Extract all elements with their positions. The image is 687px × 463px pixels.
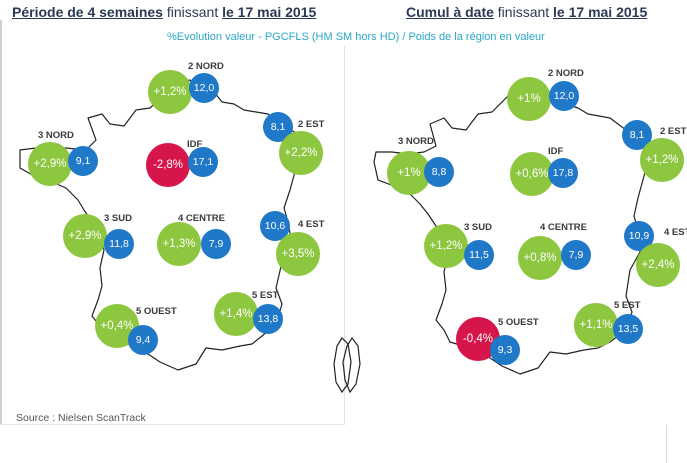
right-4-est-evolution: +2,4% <box>636 243 680 287</box>
right-title-period: Cumul à date <box>406 4 494 20</box>
left-label-5-est: 5 EST <box>252 290 279 301</box>
left-label-2-nord: 2 NORD <box>188 61 224 72</box>
left-label-4-est: 4 EST <box>298 219 325 230</box>
right-panel-title: Cumul à date finissant le 17 mai 2015 <box>406 4 647 20</box>
right-5-est-weight: 13,5 <box>613 314 643 344</box>
right-5-est-evolution: +1,1% <box>574 303 618 347</box>
left-5-est-evolution: +1,4% <box>214 292 258 336</box>
right-3-sud-weight: 11,5 <box>464 240 494 270</box>
left-3-nord-evolution: +2,9% <box>28 142 72 186</box>
right-label-2-nord: 2 NORD <box>548 68 584 79</box>
left-3-sud-weight: 11,8 <box>104 229 134 259</box>
right-4-centre-evolution: +0,8% <box>518 236 562 280</box>
right-label-5-ouest: 5 OUEST <box>498 317 539 328</box>
left-2-est-evolution: +2,2% <box>279 131 323 175</box>
right-label-idf: IDF <box>548 146 564 157</box>
right-2-nord-evolution: +1% <box>507 77 551 121</box>
left-5-est-weight: 13,8 <box>253 304 283 334</box>
right-label-2-est: 2 EST <box>660 126 687 137</box>
corsica-left <box>333 337 352 394</box>
panel-divider <box>344 46 345 424</box>
left-idf-evolution: -2,8% <box>146 143 190 187</box>
left-4-centre-weight: 7,9 <box>201 229 231 259</box>
right-label-4-centre: 4 CENTRE <box>540 222 587 233</box>
left-3-nord-weight: 9,1 <box>68 146 98 176</box>
left-3-sud-evolution: +2,9% <box>63 214 107 258</box>
right-label-3-nord: 3 NORD <box>398 136 434 147</box>
chart-subtitle: %Evolution valeur - PGCFLS (HM SM hors H… <box>167 31 545 43</box>
right-label-3-sud: 3 SUD <box>464 222 492 233</box>
right-title-date: le 17 mai 2015 <box>553 4 648 20</box>
right-4-centre-weight: 7,9 <box>561 240 591 270</box>
left-5-ouest-evolution: +0,4% <box>95 304 139 348</box>
left-idf-weight: 17,1 <box>188 147 218 177</box>
corsica-right <box>342 336 361 394</box>
left-4-est-evolution: +3,5% <box>276 232 320 276</box>
left-title-date: le 17 mai 2015 <box>222 4 317 20</box>
left-label-3-nord: 3 NORD <box>38 130 74 141</box>
right-4-est-weight: 10,9 <box>624 221 654 251</box>
corner-line <box>666 425 667 463</box>
left-2-nord-weight: 12,0 <box>189 73 219 103</box>
left-5-ouest-weight: 9,4 <box>128 325 158 355</box>
bottom-rule <box>0 424 345 425</box>
left-panel-title: Période de 4 semaines finissant le 17 ma… <box>12 4 316 20</box>
left-4-centre-evolution: +1,3% <box>157 222 201 266</box>
left-border-line <box>0 20 2 424</box>
left-label-idf: IDF <box>187 139 203 150</box>
right-3-nord-evolution: +1% <box>387 151 431 195</box>
right-2-nord-weight: 12,0 <box>549 81 579 111</box>
left-label-4-centre: 4 CENTRE <box>178 213 225 224</box>
right-title-middle: finissant <box>493 4 554 20</box>
right-label-5-est: 5 EST <box>614 300 641 311</box>
left-label-3-sud: 3 SUD <box>104 213 132 224</box>
left-label-5-ouest: 5 OUEST <box>136 306 177 317</box>
source-note: Source : Nielsen ScanTrack <box>16 412 146 424</box>
right-label-4-est: 4 EST <box>664 227 687 238</box>
right-idf-weight: 17,8 <box>548 158 578 188</box>
left-label-2-est: 2 EST <box>298 119 325 130</box>
right-5-ouest-evolution: -0,4% <box>456 317 500 361</box>
right-5-ouest-weight: 9,3 <box>490 335 520 365</box>
left-title-period: Période de 4 semaines <box>12 4 163 20</box>
right-3-nord-weight: 8,8 <box>424 157 454 187</box>
right-2-est-evolution: +1,2% <box>640 138 684 182</box>
right-3-sud-evolution: +1,2% <box>424 224 468 268</box>
right-idf-evolution: +0,6% <box>510 152 554 196</box>
left-title-middle: finissant <box>162 4 223 20</box>
left-2-nord-evolution: +1,2% <box>148 70 192 114</box>
